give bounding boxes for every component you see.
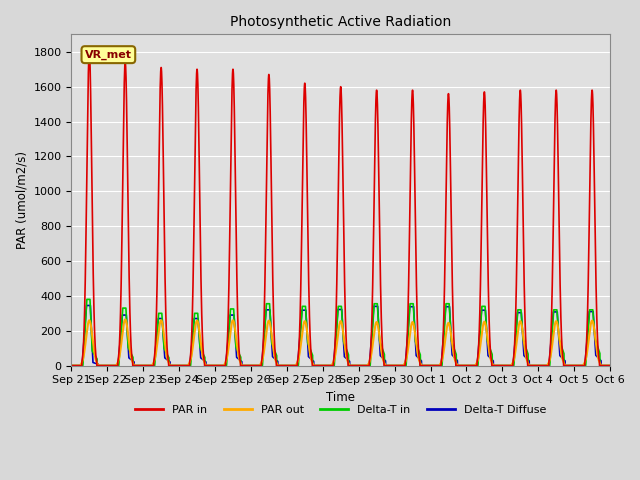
PAR in	[68, 363, 76, 369]
PAR in	[484, 263, 492, 268]
Delta-T Diffuse	[68, 363, 76, 369]
Y-axis label: PAR (umol/m2/s): PAR (umol/m2/s)	[15, 151, 28, 249]
PAR out	[328, 363, 335, 369]
Text: VR_met: VR_met	[85, 49, 132, 60]
PAR in	[85, 49, 93, 55]
PAR out	[125, 336, 132, 342]
Line: Delta-T in: Delta-T in	[72, 300, 610, 366]
PAR in	[441, 264, 449, 269]
Delta-T in	[132, 363, 140, 369]
Delta-T in	[248, 363, 256, 369]
PAR out	[132, 363, 140, 369]
PAR in	[606, 363, 614, 369]
PAR in	[132, 363, 140, 369]
PAR in	[125, 244, 132, 250]
Delta-T in	[68, 363, 76, 369]
Legend: PAR in, PAR out, Delta-T in, Delta-T Diffuse: PAR in, PAR out, Delta-T in, Delta-T Dif…	[131, 401, 550, 420]
Delta-T in	[125, 346, 132, 351]
Delta-T Diffuse	[441, 313, 449, 319]
Delta-T Diffuse	[83, 302, 90, 308]
Delta-T in	[606, 363, 614, 369]
Delta-T Diffuse	[328, 363, 335, 369]
X-axis label: Time: Time	[326, 391, 355, 404]
PAR out	[484, 339, 492, 345]
Delta-T Diffuse	[606, 363, 614, 369]
Title: Photosynthetic Active Radiation: Photosynthetic Active Radiation	[230, 15, 451, 29]
Delta-T in	[484, 340, 492, 346]
PAR in	[328, 363, 335, 369]
Line: PAR out: PAR out	[72, 319, 610, 366]
Delta-T Diffuse	[484, 352, 492, 358]
Delta-T Diffuse	[125, 352, 132, 358]
Delta-T Diffuse	[248, 363, 256, 369]
Delta-T Diffuse	[132, 363, 140, 369]
PAR in	[248, 363, 256, 369]
PAR out	[441, 339, 449, 345]
Line: Delta-T Diffuse: Delta-T Diffuse	[72, 305, 610, 366]
Delta-T in	[328, 363, 335, 369]
Line: PAR in: PAR in	[72, 52, 610, 366]
PAR out	[68, 363, 76, 369]
Delta-T in	[441, 317, 449, 323]
PAR out	[248, 363, 256, 369]
PAR out	[122, 316, 129, 322]
Delta-T in	[83, 297, 91, 302]
PAR out	[606, 363, 614, 369]
